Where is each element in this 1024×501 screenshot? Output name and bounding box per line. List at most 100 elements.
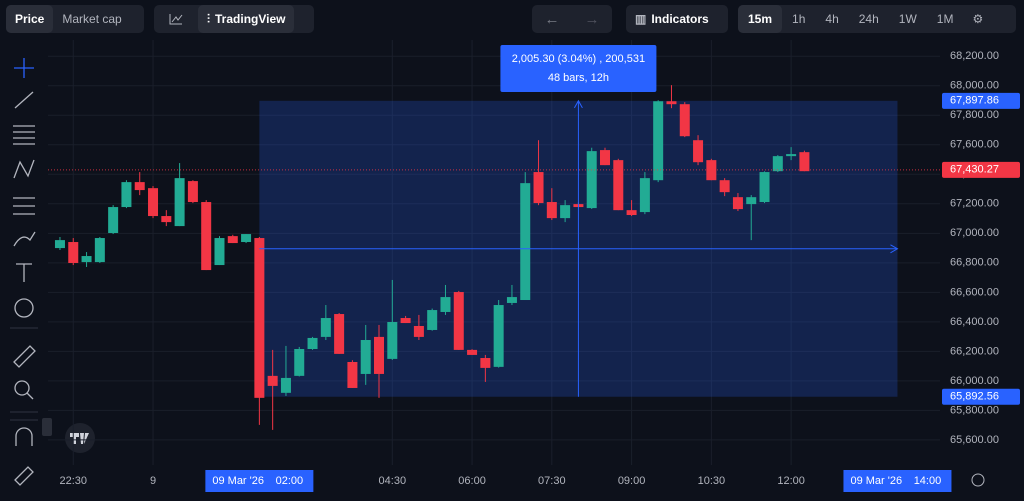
arrow-head xyxy=(573,99,583,109)
y-tick-label: 67,400.00 xyxy=(950,168,999,180)
candle-body xyxy=(600,150,611,166)
line-mode[interactable] xyxy=(154,5,198,33)
candle-body xyxy=(772,156,783,172)
history-group: ← → xyxy=(532,5,612,33)
timeframe[interactable]: 4h xyxy=(825,12,839,26)
undo[interactable]: ← xyxy=(544,10,560,28)
candle-body xyxy=(108,207,119,234)
timeframe[interactable]: 1M xyxy=(936,12,954,26)
candle-body xyxy=(374,336,385,374)
zoom-tool[interactable] xyxy=(14,380,30,396)
crosshair-tool[interactable] xyxy=(14,58,34,78)
candle-body xyxy=(121,182,132,208)
price-tag-label: 67,430.27 xyxy=(950,164,999,176)
candle-body xyxy=(387,322,398,359)
time-tag-time: 02:00 xyxy=(276,475,304,487)
time-tag-date: 09 Mar '26 xyxy=(850,475,902,487)
candle-body xyxy=(706,160,717,181)
text-tool[interactable] xyxy=(16,263,32,282)
candle-body xyxy=(506,297,517,303)
candle-body xyxy=(639,178,650,213)
candle-body xyxy=(334,314,345,354)
icon xyxy=(169,14,183,25)
time-tag-time: 14:00 xyxy=(914,475,942,487)
settings-button[interactable] xyxy=(971,473,985,487)
candle-body xyxy=(347,361,358,388)
indicators-button[interactable]: ▥ Indicators xyxy=(635,12,709,26)
tooltip xyxy=(500,45,657,92)
projection-tool[interactable] xyxy=(13,197,35,215)
y-tick-label: 66,400.00 xyxy=(950,316,999,328)
magnet-tool[interactable] xyxy=(15,427,33,446)
range-box xyxy=(259,100,898,397)
tab[interactable]: Market cap xyxy=(62,12,122,26)
y-tick-label: 66,800.00 xyxy=(950,257,999,269)
time-tag-date: 09 Mar '26 xyxy=(212,475,264,487)
time-tag xyxy=(205,470,314,492)
candle-body xyxy=(626,210,637,216)
measure-tool[interactable] xyxy=(13,345,36,368)
chart-settings[interactable]: ⚙ xyxy=(972,12,984,26)
candle-body xyxy=(267,375,278,386)
fib-tool[interactable] xyxy=(13,125,35,145)
candle-body xyxy=(280,377,291,393)
logo-mark xyxy=(70,433,89,444)
candle-body xyxy=(201,202,212,271)
candle-body xyxy=(653,101,664,181)
indicators-label: Indicators xyxy=(651,12,709,26)
tab[interactable]: Price xyxy=(6,5,54,33)
price-tag xyxy=(942,388,1020,405)
candle-body xyxy=(480,358,491,368)
tab-group: Price Market cap xyxy=(6,5,144,33)
candle-body xyxy=(533,172,544,204)
x-tick-label: 09:00 xyxy=(618,475,646,487)
x-tick-label: 12:00 xyxy=(777,475,805,487)
price-tag-label: 65,892.56 xyxy=(950,391,999,403)
line-tool[interactable] xyxy=(14,91,34,109)
collapse-button[interactable] xyxy=(42,418,52,436)
y-tick-label: 67,800.00 xyxy=(950,109,999,121)
candle-body xyxy=(54,240,65,249)
emoji-tool[interactable] xyxy=(14,298,34,318)
candle-body xyxy=(746,197,757,205)
left-toolbar xyxy=(10,58,38,486)
mode-button[interactable]: ⫶ TradingView xyxy=(198,5,295,33)
candle-body xyxy=(679,104,690,137)
y-tick-label: 68,000.00 xyxy=(950,80,999,92)
candle-body xyxy=(254,238,265,398)
candle-body xyxy=(413,325,424,337)
price-tag xyxy=(942,161,1020,178)
timeframe[interactable]: 1W xyxy=(898,12,917,26)
brush-tool[interactable] xyxy=(13,231,36,247)
candle-body xyxy=(693,140,704,163)
candle-body xyxy=(81,256,92,263)
candle-body xyxy=(453,292,464,350)
candle-body xyxy=(307,337,318,350)
y-tick-label: 66,000.00 xyxy=(950,375,999,387)
top-bar: Price Market cap ⫶ TradingView ← → ▥ Indica… xyxy=(0,0,1024,40)
candle-body xyxy=(360,340,371,374)
time-tag xyxy=(843,470,952,492)
candle-body xyxy=(719,180,730,193)
candle-body xyxy=(573,204,584,208)
candle-body xyxy=(546,202,557,219)
y-tick-label: 65,600.00 xyxy=(950,434,999,446)
price-tag xyxy=(942,92,1020,109)
y-tick-label: 67,000.00 xyxy=(950,227,999,239)
lock-tool[interactable] xyxy=(14,466,34,486)
pattern-tool[interactable] xyxy=(13,159,35,179)
candle-body xyxy=(427,310,438,330)
candle-body xyxy=(320,318,331,337)
x-tick-label: 06:00 xyxy=(458,475,486,487)
indicators-group: ▥ Indicators xyxy=(626,5,728,33)
x-tick-label: 22:30 xyxy=(59,475,87,487)
redo[interactable]: → xyxy=(584,10,600,28)
x-tick-label: 04:30 xyxy=(379,475,407,487)
timeframe[interactable]: 24h xyxy=(858,12,879,26)
candle-body xyxy=(68,242,79,263)
timeframe[interactable]: 15m xyxy=(738,5,783,33)
timeframe[interactable]: 1h xyxy=(792,12,806,26)
candle-body xyxy=(786,154,797,157)
